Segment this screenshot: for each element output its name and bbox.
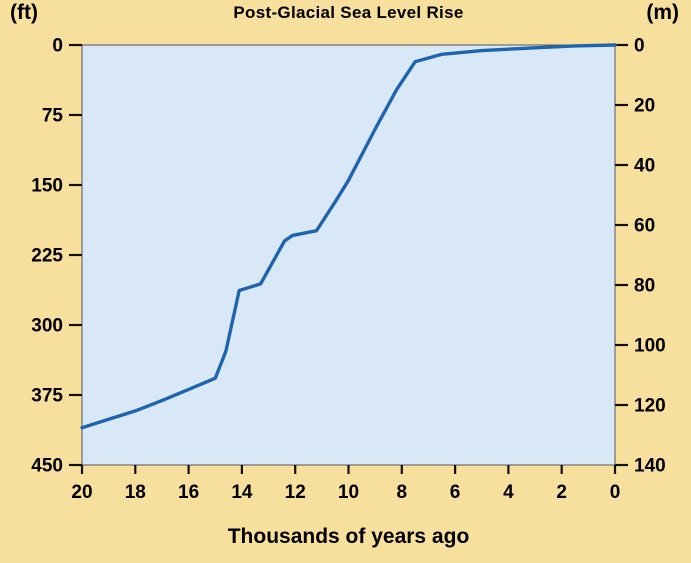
x-axis-tick-label: 6	[450, 482, 461, 503]
left-axis-unit-label: (ft)	[10, 1, 38, 24]
left-axis-tick-label: 300	[31, 316, 63, 337]
right-axis-tick-label: 140	[634, 456, 666, 477]
right-axis-tick-label: 60	[634, 216, 655, 237]
right-axis-tick-label: 120	[634, 396, 666, 417]
left-axis-tick-label: 225	[31, 246, 63, 267]
x-axis-tick-label: 18	[125, 482, 146, 503]
x-axis-title: Thousands of years ago	[227, 525, 470, 548]
chart-title: Post-Glacial Sea Level Rise	[233, 3, 464, 22]
x-axis-tick-label: 8	[397, 482, 408, 503]
left-axis-tick-label: 450	[31, 456, 63, 477]
right-axis-tick-label: 40	[634, 156, 655, 177]
x-axis-tick-label: 0	[610, 482, 621, 503]
x-axis-tick-label: 10	[338, 482, 359, 503]
x-axis-tick-label: 14	[231, 482, 253, 503]
right-axis-tick-label: 20	[634, 96, 655, 117]
left-axis-tick-label: 375	[31, 386, 63, 407]
sea-level-line	[80, 43, 617, 430]
right-axis-unit-label: (m)	[646, 1, 679, 24]
right-axis-tick-label: 0	[634, 36, 645, 57]
x-axis-tick-label: 12	[285, 482, 306, 503]
plot-area	[81, 44, 616, 466]
right-axis-tick-label: 80	[634, 276, 655, 297]
x-axis-tick-label: 2	[556, 482, 567, 503]
left-axis-tick-label: 75	[42, 106, 64, 127]
x-axis-tick-label: 16	[178, 482, 199, 503]
left-axis-tick-label: 150	[31, 176, 63, 197]
left-axis-tick-label: 0	[52, 36, 63, 57]
x-axis-tick-label: 4	[503, 482, 514, 503]
x-axis-tick-label: 20	[71, 482, 92, 503]
right-axis-tick-label: 100	[634, 336, 666, 357]
